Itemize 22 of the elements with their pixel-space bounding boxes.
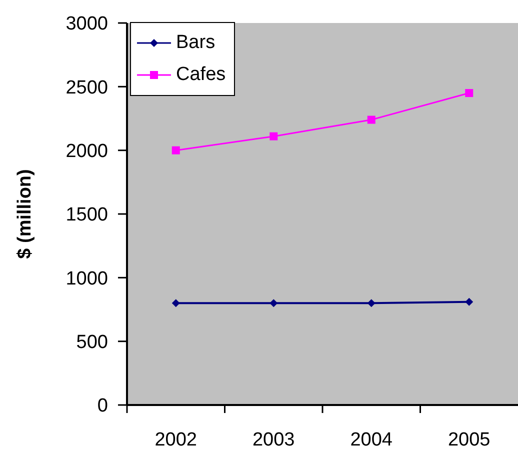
y-tick-label: 0: [97, 396, 108, 417]
point: [270, 132, 278, 140]
y-tick-label: 2500: [66, 77, 108, 98]
point: [465, 89, 474, 98]
x-tick-label: 2005: [448, 430, 490, 450]
y-tick-label: 1000: [66, 268, 108, 290]
x-tick-label: 2003: [252, 430, 295, 450]
x-tick-label: 2002: [154, 430, 198, 450]
y-tick-label: 1500: [66, 204, 108, 226]
y-tick-label: 3000: [66, 14, 108, 35]
legend-label: Bars: [176, 31, 216, 55]
point: [367, 116, 376, 124]
y-axis-title: $ (million): [14, 169, 36, 259]
point: [367, 299, 376, 308]
legend-label: Cafes: [176, 63, 226, 87]
x-tick-label: 2004: [350, 430, 393, 450]
point: [172, 299, 180, 308]
y-tick-label: 500: [76, 332, 108, 354]
point: [465, 298, 474, 306]
point: [172, 146, 180, 154]
point: [270, 299, 278, 308]
y-tick-label: 2000: [66, 141, 108, 162]
